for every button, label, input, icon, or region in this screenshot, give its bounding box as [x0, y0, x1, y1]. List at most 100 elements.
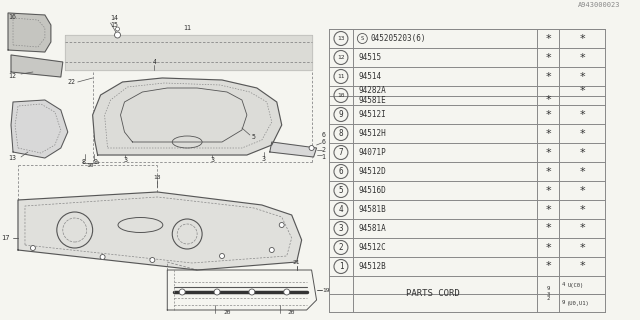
Polygon shape — [11, 55, 63, 77]
Circle shape — [284, 289, 290, 295]
Circle shape — [309, 146, 314, 150]
Text: *: * — [546, 223, 551, 234]
Text: 4: 4 — [339, 205, 343, 214]
Text: 20: 20 — [223, 310, 231, 316]
Text: 8: 8 — [82, 159, 86, 165]
Text: 2: 2 — [339, 243, 343, 252]
Text: 3: 3 — [124, 157, 127, 163]
Text: 14: 14 — [111, 15, 118, 21]
Text: 12: 12 — [8, 73, 16, 79]
Text: 4: 4 — [152, 59, 156, 65]
Text: *: * — [579, 204, 585, 214]
Polygon shape — [8, 13, 51, 52]
Polygon shape — [18, 192, 301, 270]
Text: 94512B: 94512B — [358, 262, 386, 271]
Text: *: * — [579, 223, 585, 234]
Text: 94516D: 94516D — [358, 186, 386, 195]
Text: *: * — [579, 148, 585, 157]
Text: *: * — [579, 166, 585, 177]
Circle shape — [249, 289, 255, 295]
Text: 8: 8 — [339, 129, 343, 138]
Text: *: * — [579, 71, 585, 82]
Circle shape — [220, 253, 225, 259]
Text: 20: 20 — [288, 310, 296, 316]
Text: 2: 2 — [321, 147, 326, 153]
Text: PARTS CORD: PARTS CORD — [406, 290, 460, 299]
Polygon shape — [93, 78, 282, 155]
Text: 11: 11 — [183, 25, 191, 31]
Text: 5: 5 — [339, 186, 343, 195]
Text: 94512H: 94512H — [358, 129, 386, 138]
Text: *: * — [579, 186, 585, 196]
Text: *: * — [546, 52, 551, 62]
Text: *: * — [579, 86, 585, 96]
Text: *: * — [546, 95, 551, 105]
Circle shape — [150, 258, 155, 262]
Circle shape — [116, 27, 120, 31]
Circle shape — [279, 222, 284, 228]
Text: 94282A: 94282A — [358, 86, 386, 95]
Text: 19: 19 — [323, 287, 330, 292]
Text: *: * — [546, 166, 551, 177]
Text: 10: 10 — [86, 163, 93, 167]
Text: *: * — [546, 243, 551, 252]
Text: *: * — [579, 34, 585, 44]
Text: 94512C: 94512C — [358, 243, 386, 252]
Text: A943000023: A943000023 — [577, 2, 620, 8]
Text: *: * — [546, 71, 551, 82]
Text: *: * — [579, 52, 585, 62]
Text: 94515: 94515 — [358, 53, 381, 62]
Text: 94581B: 94581B — [358, 205, 386, 214]
Text: 3: 3 — [210, 157, 214, 163]
Text: 94514: 94514 — [358, 72, 381, 81]
Text: *: * — [579, 109, 585, 119]
Text: 15: 15 — [111, 22, 118, 28]
Text: (U0,U1): (U0,U1) — [567, 300, 590, 306]
Text: 3: 3 — [262, 156, 266, 162]
Circle shape — [115, 32, 120, 38]
Text: 6: 6 — [321, 132, 326, 138]
Text: 13: 13 — [337, 36, 345, 41]
Text: 1: 1 — [339, 262, 343, 271]
Text: *: * — [546, 129, 551, 139]
Text: 3: 3 — [339, 224, 343, 233]
Circle shape — [269, 247, 275, 252]
Text: 4: 4 — [561, 283, 564, 287]
Text: 17: 17 — [1, 235, 10, 241]
Text: S: S — [361, 36, 364, 41]
Text: *: * — [579, 243, 585, 252]
Text: 11: 11 — [337, 74, 345, 79]
Text: 18: 18 — [154, 174, 161, 180]
Text: 13: 13 — [8, 155, 16, 161]
Text: 6: 6 — [321, 139, 326, 145]
Text: 94512I: 94512I — [358, 110, 386, 119]
Text: 22: 22 — [68, 79, 76, 85]
Text: 21: 21 — [293, 260, 300, 266]
Text: 9: 9 — [561, 300, 564, 306]
Circle shape — [100, 254, 105, 260]
Text: 94581E: 94581E — [358, 96, 386, 105]
Text: U(C0): U(C0) — [567, 283, 584, 287]
Text: 9: 9 — [339, 110, 343, 119]
Text: 5: 5 — [252, 134, 256, 140]
Circle shape — [179, 289, 185, 295]
Text: 94071P: 94071P — [358, 148, 386, 157]
Circle shape — [214, 289, 220, 295]
Text: *: * — [579, 129, 585, 139]
Circle shape — [31, 245, 35, 251]
Text: *: * — [546, 261, 551, 271]
Text: 6: 6 — [339, 167, 343, 176]
Text: 94581A: 94581A — [358, 224, 386, 233]
Text: 94512D: 94512D — [358, 167, 386, 176]
Text: 1: 1 — [321, 154, 326, 160]
Text: 16: 16 — [8, 14, 16, 20]
Polygon shape — [65, 35, 312, 70]
Text: 10: 10 — [337, 93, 345, 98]
Text: 12: 12 — [337, 55, 345, 60]
Text: 7: 7 — [339, 148, 343, 157]
Text: *: * — [546, 204, 551, 214]
Polygon shape — [270, 142, 317, 157]
Polygon shape — [11, 100, 68, 158]
Text: *: * — [546, 34, 551, 44]
Text: *: * — [546, 186, 551, 196]
